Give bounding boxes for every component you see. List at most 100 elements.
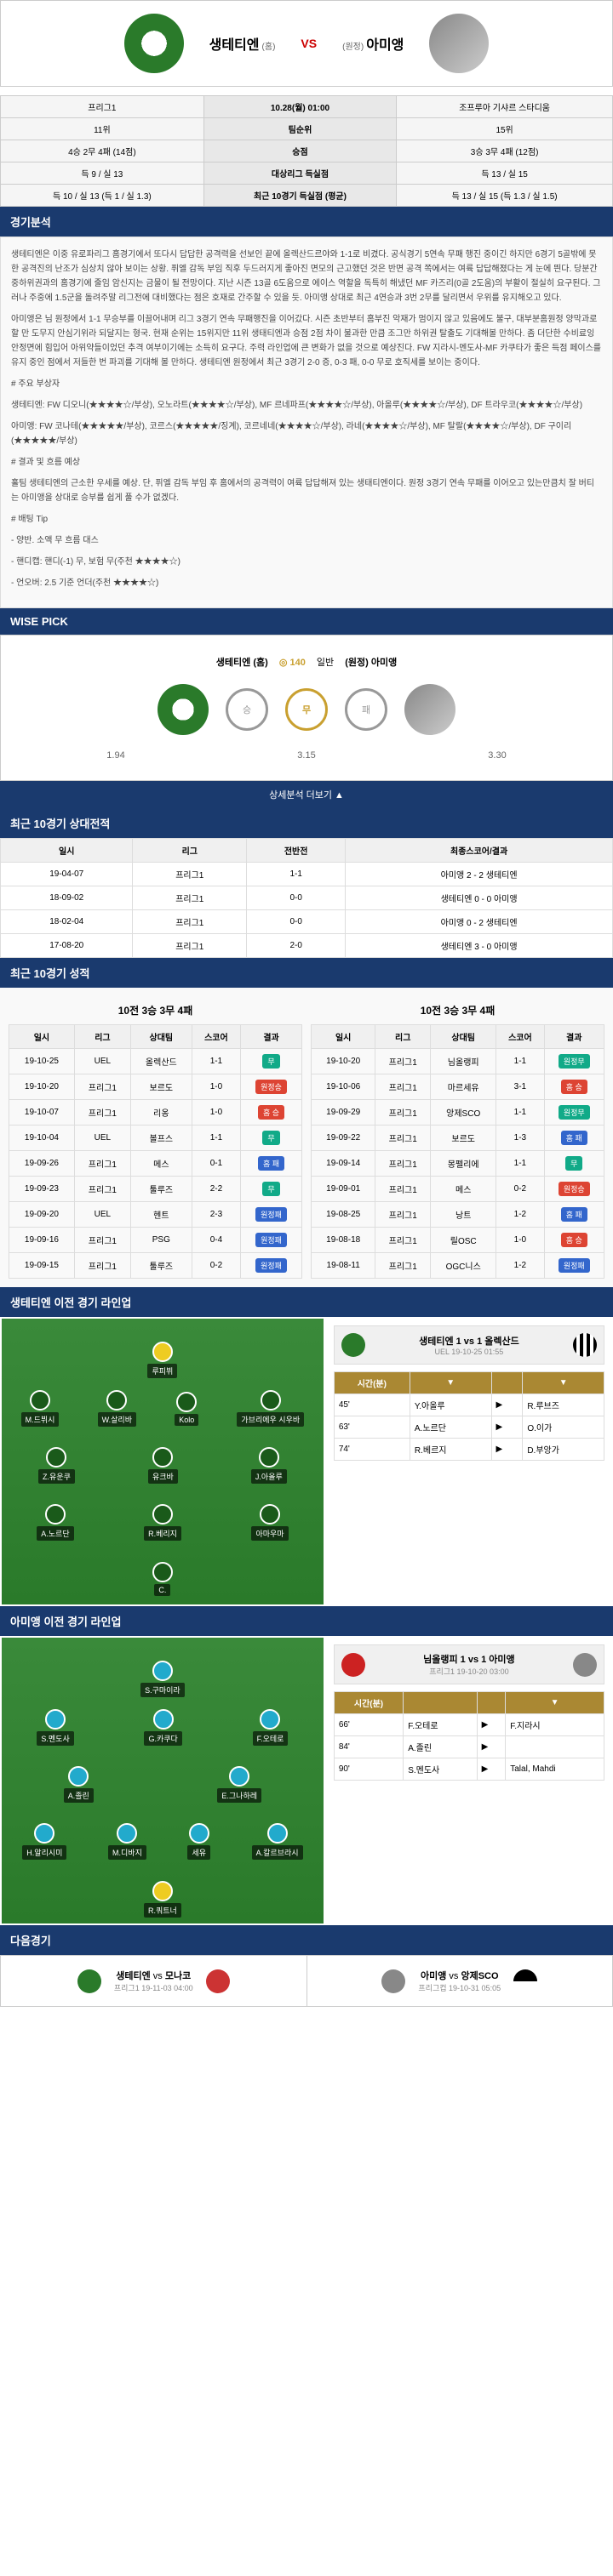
form-away-table: 일시리그상대팀스코어결과 19-10-20프리그1님올랭피1-1원정무19-10… [311, 1024, 604, 1279]
table-row: 19-10-25UEL올렉산드1-1무 [9, 1049, 302, 1074]
table-cell: 0-0 [247, 886, 346, 910]
table-cell: 프리그1 [133, 934, 247, 958]
table-cell: 프리그1 [74, 1100, 130, 1126]
table-cell: 19-10-20 [9, 1074, 75, 1100]
result-badge: 홈 승 [258, 1105, 284, 1120]
info-cell: 팀순위 [203, 118, 396, 140]
table-cell: F.지라시 [506, 1714, 604, 1736]
player-name: M.드뷔시 [21, 1412, 60, 1427]
result-cell: 무 [241, 1177, 302, 1202]
table-row: 19-10-07프리그1리옹1-0홈 승 [9, 1100, 302, 1126]
detail-toggle-button[interactable]: 상세분석 더보기 ▲ [0, 781, 613, 808]
table-header: 결과 [544, 1025, 604, 1049]
odds-row: 1.94 3.15 3.30 [14, 744, 599, 767]
result-badge: 원정무 [559, 1054, 590, 1069]
home-team-block: 생테티엔 (홈) [209, 33, 276, 54]
table-cell: 66' [334, 1714, 403, 1736]
table-cell: 19-08-11 [312, 1253, 375, 1279]
player-dot-icon [46, 1447, 66, 1468]
table-cell: 낭트 [431, 1202, 496, 1228]
player: 유크바 [148, 1447, 178, 1484]
player-dot-icon [106, 1390, 127, 1411]
player: J.아올루 [251, 1447, 287, 1484]
result-badge: 홈 패 [561, 1131, 587, 1145]
result-badge: 원정패 [559, 1258, 590, 1273]
section-h2h-header: 최근 10경기 상대전적 [0, 808, 613, 838]
result-cell: 홈 패 [544, 1202, 604, 1228]
pick-win[interactable]: 승 [226, 688, 268, 731]
player-dot-icon [152, 1562, 173, 1582]
table-row: 45'Y.아올루▶R.루브즈 [334, 1394, 604, 1416]
table-cell: 몽펠리에 [431, 1151, 496, 1177]
away-lineup-section: S.구마이라S.멘도사G.카쿠다F.오테로A.졸린E.그나하레H.알리시미M.디… [0, 1636, 613, 1925]
player-name: A.졸린 [64, 1788, 94, 1803]
vs-text: VS [301, 37, 317, 50]
table-cell: 19-04-07 [1, 863, 133, 886]
result-cell: 홈 패 [241, 1151, 302, 1177]
result-cell: 무 [241, 1126, 302, 1151]
table-cell: 프리그1 [74, 1228, 130, 1253]
table-cell: D.부앙가 [523, 1439, 604, 1461]
result-cell: 원정패 [241, 1202, 302, 1228]
player-dot-icon [152, 1342, 173, 1362]
table-cell: R.루브즈 [523, 1394, 604, 1416]
player-name: 가브리에우 시우바 [237, 1412, 304, 1427]
table-cell: 3-1 [496, 1074, 544, 1100]
table-cell: 19-08-18 [312, 1228, 375, 1253]
pick-draw[interactable]: 무 [285, 688, 328, 731]
result-cell: 원정무 [544, 1049, 604, 1074]
table-cell: 프리그1 [74, 1253, 130, 1279]
wise-pick-box: 생테티엔 (홈) ◎ 140 일반 (원정) 아미앵 승 무 패 1.94 3.… [0, 635, 613, 781]
table-cell: 2-3 [192, 1202, 240, 1228]
player: C. [152, 1562, 173, 1596]
table-cell: 님올랭피 [431, 1049, 496, 1074]
table-cell: 메스 [431, 1177, 496, 1202]
table-row: 19-09-15프리그1툴루즈0-2원정패 [9, 1253, 302, 1279]
result-cell: 무 [241, 1049, 302, 1074]
table-cell: 아미앵 2 - 2 생테티엔 [346, 863, 613, 886]
table-cell: 0-0 [247, 910, 346, 934]
match-header: 생테티엔 (홈) VS (원정) 아미앵 [0, 0, 613, 87]
mini-logo-icon [341, 1653, 365, 1677]
table-row: 19-09-16프리그1PSG0-4원정패 [9, 1228, 302, 1253]
table-header: 일시 [1, 839, 133, 863]
table-cell: 프리그1 [375, 1228, 431, 1253]
result-badge: 원정무 [559, 1105, 590, 1120]
table-cell: 19-10-07 [9, 1100, 75, 1126]
next-match-right: 아미앵 vs 앙제SCO 프리그컵 19-10-31 05:05 [307, 1956, 613, 2006]
table-cell: 생테티엔 3 - 0 아미앵 [346, 934, 613, 958]
player-dot-icon [176, 1392, 197, 1412]
table-header: 일시 [312, 1025, 375, 1049]
result-badge: 홈 패 [561, 1207, 587, 1222]
mini-logo-icon [381, 1969, 405, 1993]
player: Z.유운쿠 [38, 1447, 75, 1484]
mini-logo-icon [573, 1653, 597, 1677]
pitch-row: S.구마이라 [2, 1661, 324, 1697]
table-row: 19-04-07프리그11-1아미앵 2 - 2 생테티엔 [1, 863, 613, 886]
player-dot-icon [259, 1447, 279, 1468]
table-cell: 19-10-04 [9, 1126, 75, 1151]
analysis-content: 생테티엔은 이중 유로파리그 홈경기에서 또다시 답답한 공격력을 선보인 끝에… [0, 237, 613, 608]
table-header [491, 1372, 523, 1394]
table-cell: 1-0 [192, 1074, 240, 1100]
table-cell: 메스 [130, 1151, 192, 1177]
result-badge: 원정패 [255, 1207, 287, 1222]
pitch-row: R.쿼트너 [2, 1881, 324, 1918]
table-cell: 1-1 [247, 863, 346, 886]
table-cell: 1-2 [496, 1253, 544, 1279]
result-text: 홀팀 생테티엔의 근소한 우세를 예상. 단, 퓌엘 감독 부임 후 홈에서의 … [11, 476, 602, 505]
info-cell: 조프루아 기샤르 스타디움 [397, 96, 613, 118]
player-name: J.아올루 [251, 1469, 287, 1484]
pick-loss[interactable]: 패 [345, 688, 387, 731]
player: A.노르단 [37, 1504, 73, 1541]
table-cell: 19-09-26 [9, 1151, 75, 1177]
form-section: 10전 3승 3무 4패 일시리그상대팀스코어결과 19-10-25UEL올렉산… [0, 988, 613, 1287]
lineup-match-label: 님올랭피 1 vs 1 아미앵 [423, 1652, 515, 1666]
player: Kolo [175, 1392, 198, 1426]
table-cell: 84' [334, 1736, 403, 1758]
player: R.쿼트너 [144, 1881, 181, 1918]
player-dot-icon [68, 1766, 89, 1787]
injury-title: # 주요 부상자 [11, 377, 602, 391]
result-badge: 홈 패 [258, 1156, 284, 1171]
table-header: 상대팀 [130, 1025, 192, 1049]
